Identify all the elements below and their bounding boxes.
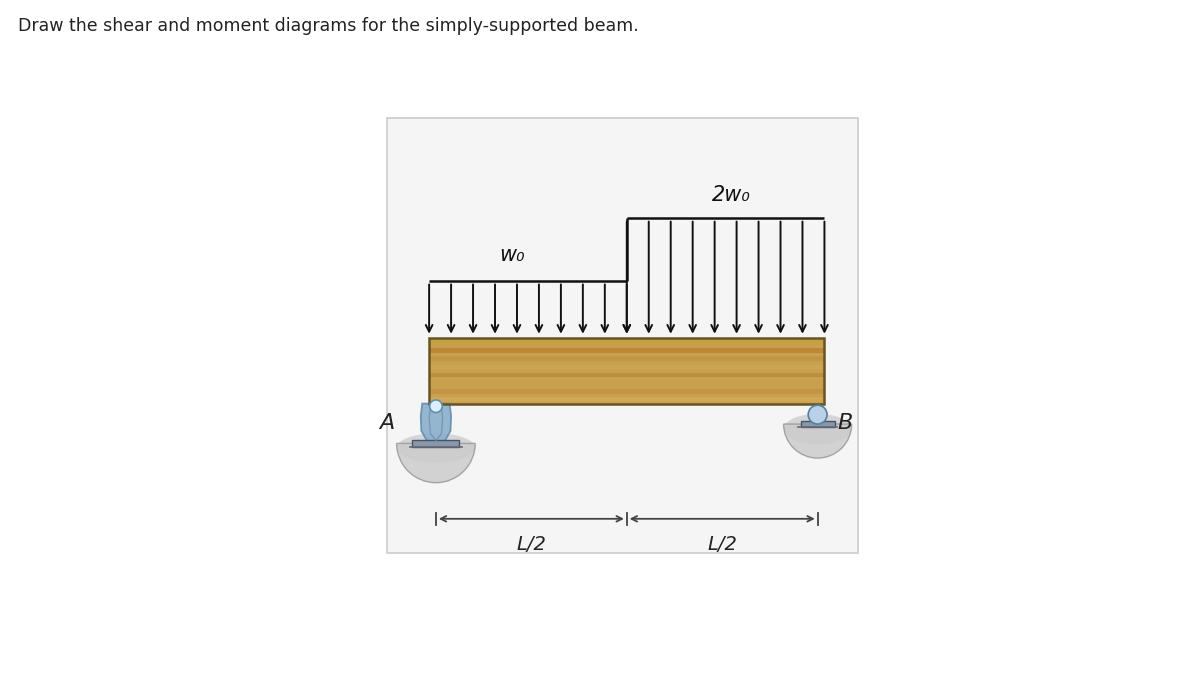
Bar <box>430 389 824 394</box>
Bar <box>430 381 824 386</box>
Bar <box>430 338 824 404</box>
Ellipse shape <box>397 433 475 462</box>
Bar <box>800 422 835 426</box>
Text: w₀: w₀ <box>499 245 524 265</box>
Text: Draw the shear and moment diagrams for the simply-supported beam.: Draw the shear and moment diagrams for t… <box>18 17 638 35</box>
Bar <box>430 338 824 404</box>
Bar <box>430 348 824 353</box>
Text: A: A <box>379 413 394 433</box>
Text: B: B <box>838 413 853 433</box>
Text: L/2: L/2 <box>516 534 546 554</box>
Bar <box>430 364 824 369</box>
Bar <box>430 356 824 361</box>
Wedge shape <box>784 424 852 458</box>
Polygon shape <box>421 404 451 444</box>
Bar <box>413 440 460 447</box>
Bar <box>430 340 824 345</box>
Bar <box>430 397 824 402</box>
Circle shape <box>809 405 827 424</box>
Bar <box>430 373 824 377</box>
Wedge shape <box>397 443 475 483</box>
Ellipse shape <box>784 414 852 445</box>
Circle shape <box>430 400 443 413</box>
Text: 2w₀: 2w₀ <box>712 185 750 205</box>
Text: L/2: L/2 <box>707 534 737 554</box>
FancyBboxPatch shape <box>388 118 858 553</box>
